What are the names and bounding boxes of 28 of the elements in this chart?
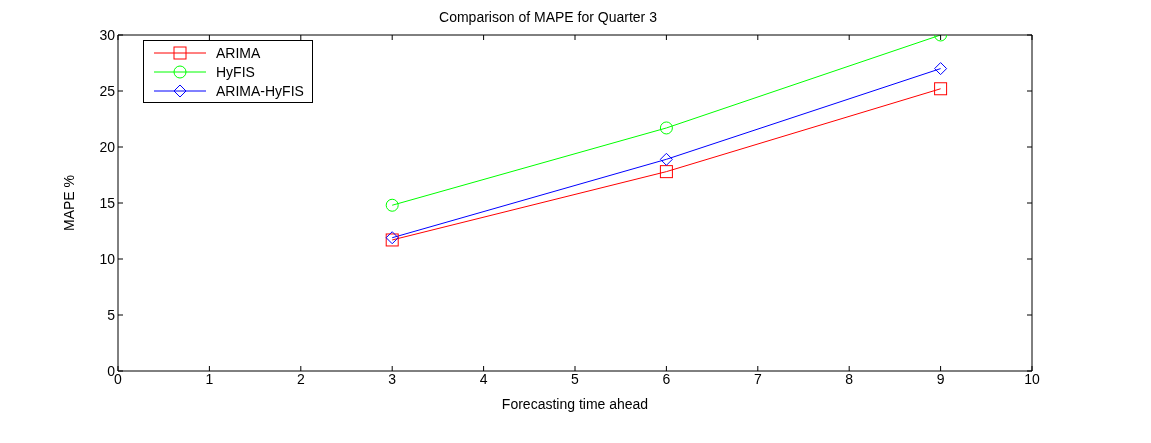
y-tick-label: 10 bbox=[99, 250, 116, 267]
x-tick-label: 7 bbox=[753, 370, 762, 387]
x-tick-label: 8 bbox=[845, 370, 854, 387]
legend-label: ARIMA-HyFIS bbox=[216, 82, 304, 99]
x-tick-label: 1 bbox=[205, 370, 214, 387]
x-tick-label: 4 bbox=[479, 370, 488, 387]
point bbox=[385, 198, 399, 212]
y-tick-label: 25 bbox=[99, 82, 116, 99]
point bbox=[934, 82, 948, 96]
legend-label: ARIMA bbox=[216, 44, 261, 61]
x-tick-label: 5 bbox=[571, 370, 580, 387]
y-tick-label: 5 bbox=[107, 306, 116, 323]
x-tick-label: 3 bbox=[388, 370, 397, 387]
x-tick-label: 6 bbox=[662, 370, 671, 387]
point bbox=[659, 152, 673, 166]
chart-title: Comparison of MAPE for Quarter 3 bbox=[439, 9, 658, 25]
x-tick-label: 2 bbox=[296, 370, 305, 387]
y-tick-label: 15 bbox=[99, 194, 116, 211]
point bbox=[934, 62, 948, 76]
y-axis-title: MAPE % bbox=[60, 174, 77, 232]
x-tick-label: 10 bbox=[1024, 370, 1040, 387]
point bbox=[659, 165, 673, 179]
point bbox=[659, 121, 673, 135]
y-tick-label: 20 bbox=[99, 138, 116, 155]
legend-label: HyFIS bbox=[216, 63, 255, 80]
y-tick-label: 30 bbox=[99, 26, 116, 43]
x-tick-label: 9 bbox=[936, 370, 945, 387]
x-axis-title: Forecasting time ahead bbox=[501, 396, 649, 412]
